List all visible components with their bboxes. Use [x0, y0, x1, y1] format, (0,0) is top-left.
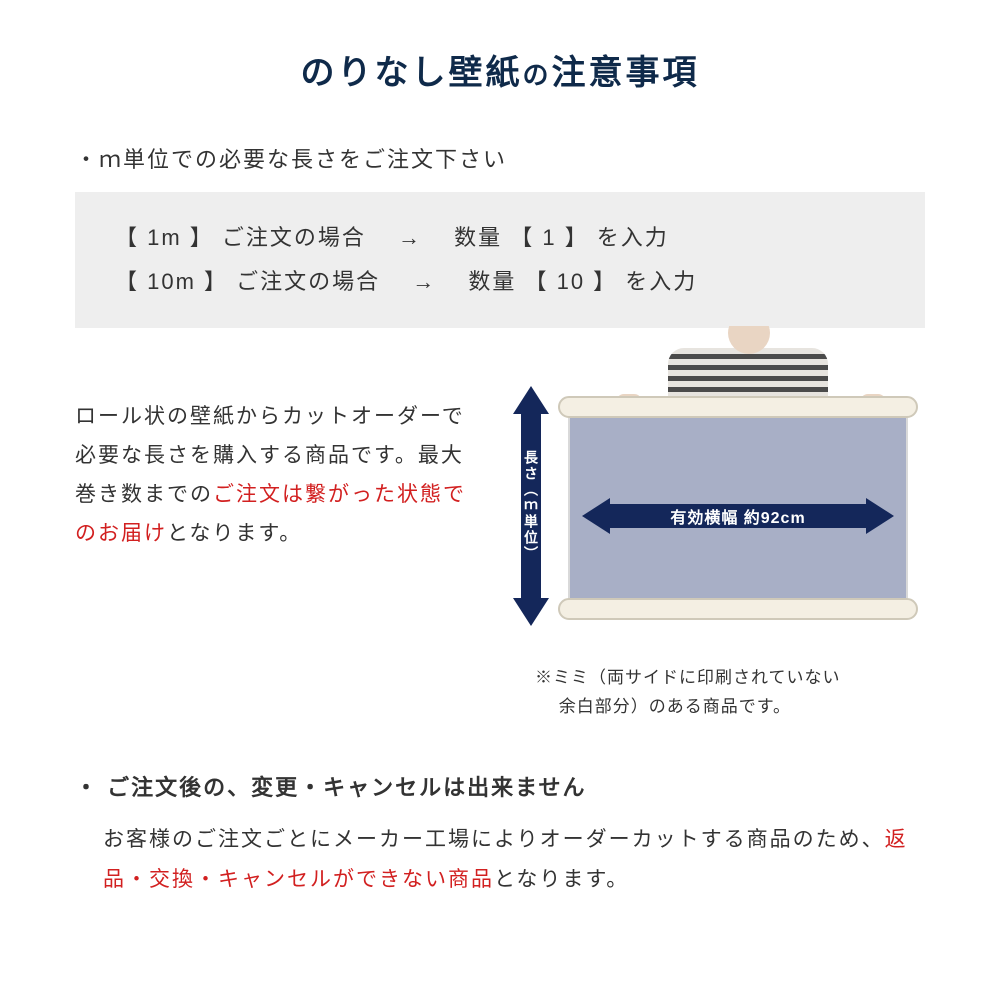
length-label: 長さ（ｍ単位） — [521, 450, 541, 562]
mimi-note-line1: ※ミミ（両サイドに印刷されていない — [535, 668, 841, 687]
desc-part2: となります。 — [167, 522, 302, 545]
wallpaper-diagram: 長さ（ｍ単位） 有効横幅 約92cm — [508, 368, 925, 648]
cut-order-description: ロール状の壁紙からカットオーダーで必要な長さを購入する商品です。最大巻き数までの… — [75, 368, 480, 553]
title-main: のりなし壁紙 — [300, 54, 522, 92]
width-label: 有効横幅 約92cm — [670, 504, 805, 528]
width-arrow: 有効横幅 約92cm — [582, 496, 894, 536]
roll-bottom-edge — [558, 598, 918, 620]
roll-top-edge — [558, 396, 918, 418]
arrow-right-icon — [866, 498, 894, 534]
arrow-left-icon — [582, 498, 610, 534]
example-row-1m: 【 1m 】 ご注文の場合 → 数量 【 1 】 を入力 — [115, 216, 885, 260]
person-illustration — [658, 326, 838, 396]
mimi-note-line2: 余白部分）のある商品です。 — [535, 697, 791, 716]
description-and-diagram: ロール状の壁紙からカットオーダーで必要な長さを購入する商品です。最大巻き数までの… — [75, 368, 925, 648]
bullet-no-cancel: ・ ご注文後の、変更・キャンセルは出来ません — [75, 770, 925, 802]
mimi-note: ※ミミ（両サイドに印刷されていない 余白部分）のある商品です。 — [75, 664, 925, 722]
arrow-down-icon — [513, 598, 549, 626]
length-arrow: 長さ（ｍ単位） — [508, 386, 554, 626]
body2-part2: となります。 — [494, 868, 629, 891]
title-tail: 注意事項 — [552, 54, 700, 92]
quantity-example-box: 【 1m 】 ご注文の場合 → 数量 【 1 】 を入力 【 10m 】 ご注文… — [75, 192, 925, 328]
arrow-up-icon — [513, 386, 549, 414]
title-connector: の — [522, 60, 551, 90]
page-title: のりなし壁紙の注意事項 — [75, 45, 925, 94]
body2-part1: お客様のご注文ごとにメーカー工場によりオーダーカットする商品のため、 — [103, 828, 885, 851]
example-row-10m: 【 10m 】 ご注文の場合 → 数量 【 10 】 を入力 — [115, 260, 885, 304]
bullet-order-by-meter: ・ｍ単位での必要な長さをご注文下さい — [75, 142, 925, 174]
no-cancel-description: お客様のご注文ごとにメーカー工場によりオーダーカットする商品のため、返品・交換・… — [75, 820, 925, 900]
